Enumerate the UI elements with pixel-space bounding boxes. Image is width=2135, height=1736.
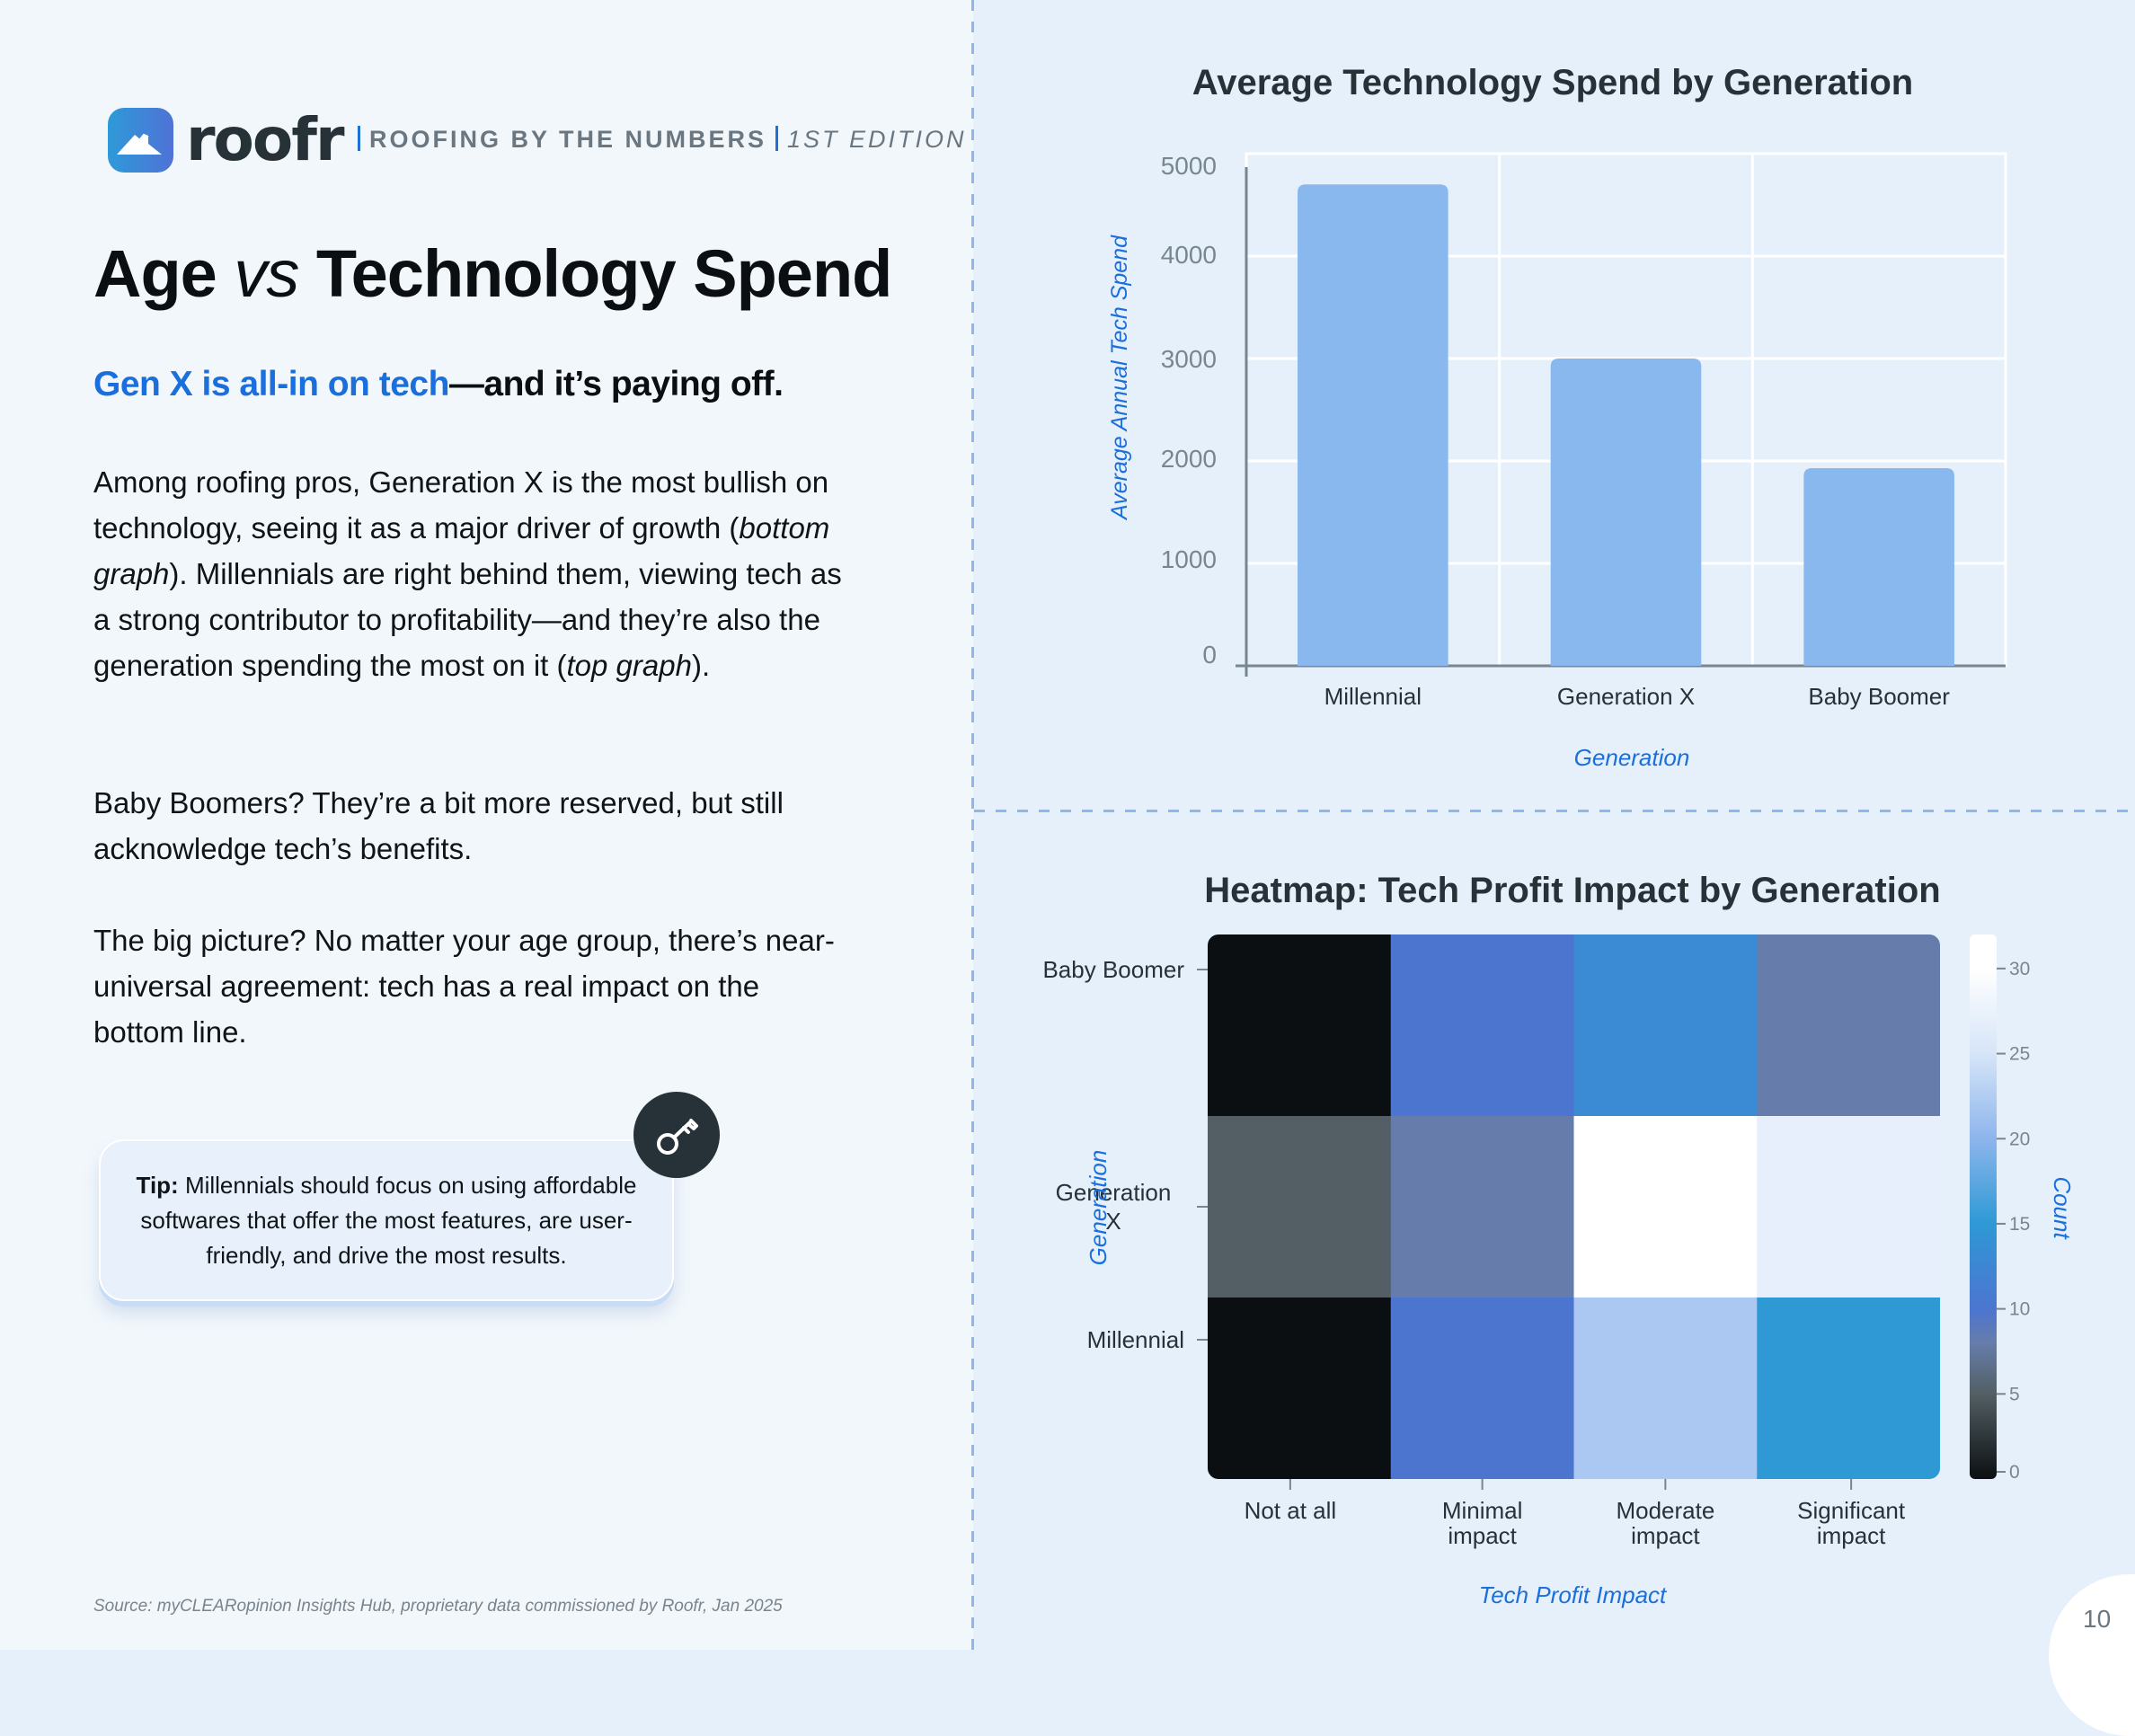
colorbar-label: Count [2049,1176,2076,1240]
y-tick-label: Baby Boomer [1042,956,1184,983]
heatmap-cell [1390,1298,1574,1479]
page-number: 10 [2083,1605,2112,1633]
y-tick-label: 4000 [1161,241,1217,269]
y-tick-label: 2000 [1161,445,1217,473]
heatmap-chart: Heatmap: Tech Profit Impact by Generatio… [1042,871,2076,1608]
heatmap-cell [1757,934,1940,1117]
heatmap-title: Heatmap: Tech Profit Impact by Generatio… [1204,871,1940,910]
title-vs: vs [234,236,299,311]
colorbar-tick-label: 25 [2009,1044,2030,1065]
colorbar-tick-label: 30 [2009,959,2030,979]
title-part: Technology Spend [298,236,892,311]
source-note: Source: myCLEARopinion Insights Hub, pro… [93,1597,783,1616]
subtitle-rest: —and it’s paying off. [448,365,784,403]
heatmap-cell [1757,1116,1940,1298]
tagline-separator [775,126,779,151]
x-tick-label: impact [1631,1522,1700,1549]
bar-generation-x [1550,359,1702,666]
heatmap-cell [1208,1298,1392,1479]
tagline-text: ROOFING BY THE NUMBERS [369,126,767,153]
tagline-separator [358,126,360,151]
heatmap-cell [1390,1116,1574,1298]
heatmap-cell [1573,934,1758,1117]
page-title: Age vs Technology Spend [93,235,892,312]
bar-chart-y-label: Average Annual Tech Spend [1107,235,1132,521]
x-tick-label: Baby Boomer [1808,683,1950,710]
colorbar-tick-label: 0 [2009,1462,2020,1483]
y-tick-label: X [1105,1208,1121,1235]
y-tick-label: 1000 [1161,545,1217,573]
text: ). Millennials are right behind them, vi… [93,557,842,682]
bar-chart-title: Average Technology Spend by Generation [1192,63,1913,102]
y-tick-label: 3000 [1161,345,1217,373]
edition-label: 1ST EDITION [787,126,967,153]
title-part: Age [93,236,235,311]
bar-baby-boomer [1803,467,1954,666]
roofr-logo: roofr [108,105,344,174]
horizontal-divider [974,810,2135,812]
x-tick-label: impact [1817,1522,1886,1549]
heatmap-x-label: Tech Profit Impact [1479,1581,1668,1608]
bar-chart: Average Technology Spend by Generation 0… [1107,63,2007,771]
left-panel [0,0,973,1650]
bar-chart-x-label: Generation [1574,744,1690,771]
y-tick-label: Millennial [1087,1326,1184,1353]
publication-tagline: ROOFING BY THE NUMBERS 1ST EDITION [358,126,967,154]
tip-text: Tip: Millennials should focus on using a… [117,1168,656,1273]
x-tick-label: impact [1448,1522,1517,1549]
heatmap-cell [1573,1298,1758,1479]
heatmap-cell [1208,1116,1392,1298]
page-subtitle: Gen X is all-in on tech—and it’s paying … [93,365,784,404]
x-tick-label: Significant [1797,1497,1906,1524]
y-tick-label: 0 [1202,641,1217,669]
colorbar [1970,934,1997,1479]
colorbar-tick-label: 20 [2009,1129,2030,1149]
colorbar-tick-label: 10 [2009,1299,2030,1320]
x-tick-label: Moderate [1616,1497,1714,1524]
emphasis: bottom graph [93,511,830,590]
paragraph-2: Baby Boomers? They’re a bit more reserve… [93,786,784,865]
colorbar-tick-label: 5 [2009,1384,2020,1404]
text: ). [691,649,711,682]
y-tick-label: Generation [1056,1179,1172,1206]
subtitle-highlight: Gen X is all-in on tech [93,365,449,403]
x-tick-label: Generation X [1557,683,1695,710]
emphasis: top graph [566,649,692,682]
tip-label: Tip: [136,1172,179,1199]
heatmap-cell [1573,1116,1758,1298]
heatmap-cell [1390,934,1574,1117]
text: Among roofing pros, Generation X is the … [93,465,829,545]
vertical-divider [971,0,974,1650]
y-tick-label: 5000 [1161,152,1217,180]
colorbar-tick-label: 15 [2009,1214,2030,1235]
heatmap-cell [1757,1298,1940,1479]
x-tick-label: Millennial [1324,683,1422,710]
paragraph-3: The big picture? No matter your age grou… [93,924,835,1049]
heatmap-cell [1208,934,1392,1117]
x-tick-label: Minimal [1442,1497,1523,1524]
key-icon [633,1092,720,1178]
heatmap-y-label: Generation [1085,1150,1112,1266]
tip-body: Millennials should focus on using afford… [140,1172,637,1269]
tip-card: Tip: Millennials should focus on using a… [99,1139,674,1301]
roof-logo-icon [108,108,173,173]
logo-wordmark: roofr [186,105,344,174]
paragraph-1: Among roofing pros, Generation X is the … [93,459,857,688]
x-tick-label: Not at all [1245,1497,1337,1524]
bar-millennial [1298,184,1448,666]
